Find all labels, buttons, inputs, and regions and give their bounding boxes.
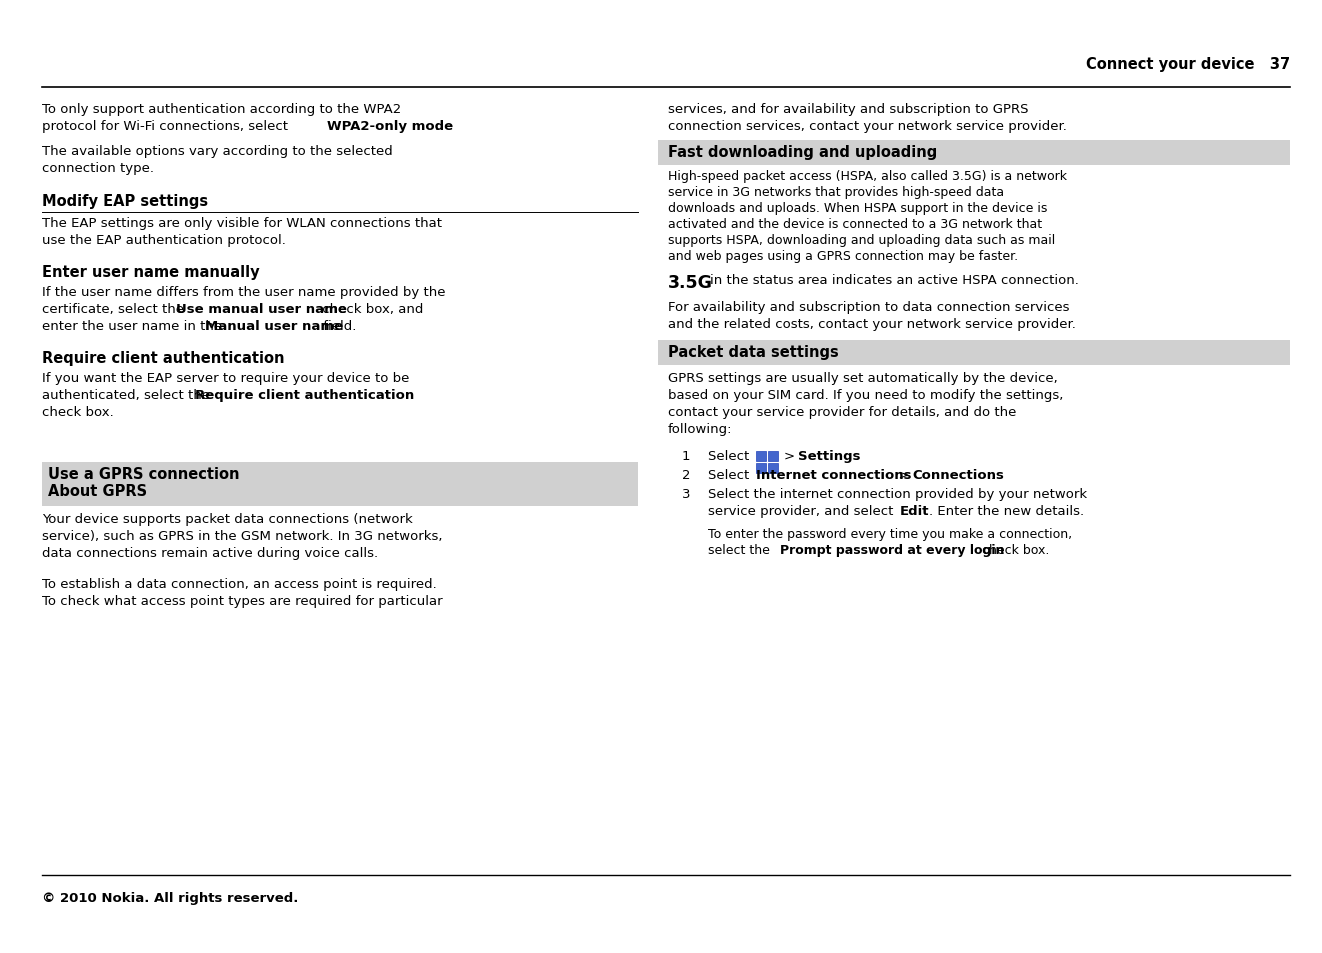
- Text: Connect your device   37: Connect your device 37: [1085, 57, 1290, 71]
- Text: select the: select the: [709, 543, 773, 557]
- Text: check box.: check box.: [42, 406, 114, 418]
- Text: 1: 1: [682, 450, 690, 462]
- Text: Settings: Settings: [798, 450, 861, 462]
- Text: The EAP settings are only visible for WLAN connections that: The EAP settings are only visible for WL…: [42, 216, 442, 230]
- Text: and web pages using a GPRS connection may be faster.: and web pages using a GPRS connection ma…: [668, 250, 1018, 263]
- Text: .: .: [855, 450, 859, 462]
- Text: services, and for availability and subscription to GPRS: services, and for availability and subsc…: [668, 103, 1029, 116]
- Text: WPA2-only mode: WPA2-only mode: [327, 120, 453, 132]
- Text: .: .: [435, 120, 439, 132]
- Text: Connections: Connections: [912, 469, 1003, 481]
- Text: Your device supports packet data connections (network: Your device supports packet data connect…: [42, 513, 412, 525]
- Text: >: >: [784, 450, 800, 462]
- Text: The available options vary according to the selected: The available options vary according to …: [42, 145, 393, 158]
- Text: Use manual user name: Use manual user name: [176, 303, 346, 315]
- Text: For availability and subscription to data connection services: For availability and subscription to dat…: [668, 301, 1069, 314]
- Text: . Enter the new details.: . Enter the new details.: [929, 504, 1084, 517]
- Text: activated and the device is connected to a 3G network that: activated and the device is connected to…: [668, 218, 1042, 231]
- Text: service), such as GPRS in the GSM network. In 3G networks,: service), such as GPRS in the GSM networ…: [42, 530, 443, 542]
- Text: supports HSPA, downloading and uploading data such as mail: supports HSPA, downloading and uploading…: [668, 233, 1055, 247]
- Text: To only support authentication according to the WPA2: To only support authentication according…: [42, 103, 402, 116]
- Text: Enter user name manually: Enter user name manually: [42, 265, 259, 280]
- Bar: [658, 340, 1290, 366]
- Text: GPRS settings are usually set automatically by the device,: GPRS settings are usually set automatica…: [668, 372, 1058, 385]
- Text: use the EAP authentication protocol.: use the EAP authentication protocol.: [42, 233, 286, 247]
- Text: To check what access point types are required for particular: To check what access point types are req…: [42, 595, 443, 607]
- Text: certificate, select the: certificate, select the: [42, 303, 188, 315]
- Text: contact your service provider for details, and do the: contact your service provider for detail…: [668, 406, 1017, 418]
- Text: Use a GPRS connection: Use a GPRS connection: [48, 467, 239, 481]
- Text: To enter the password every time you make a connection,: To enter the password every time you mak…: [709, 527, 1072, 540]
- Text: check box, and: check box, and: [319, 303, 423, 315]
- Text: Select: Select: [709, 450, 754, 462]
- Text: Require client authentication: Require client authentication: [42, 351, 284, 366]
- Text: in the status area indicates an active HSPA connection.: in the status area indicates an active H…: [710, 274, 1079, 287]
- Text: and the related costs, contact your network service provider.: and the related costs, contact your netw…: [668, 317, 1076, 331]
- Text: protocol for Wi-Fi connections, select: protocol for Wi-Fi connections, select: [42, 120, 292, 132]
- Text: >: >: [890, 469, 910, 481]
- Text: data connections remain active during voice calls.: data connections remain active during vo…: [42, 546, 378, 559]
- Text: High-speed packet access (HSPA, also called 3.5G) is a network: High-speed packet access (HSPA, also cal…: [668, 170, 1067, 183]
- Text: service in 3G networks that provides high-speed data: service in 3G networks that provides hig…: [668, 186, 1005, 199]
- Text: downloads and uploads. When HSPA support in the device is: downloads and uploads. When HSPA support…: [668, 202, 1047, 214]
- Text: If the user name differs from the user name provided by the: If the user name differs from the user n…: [42, 286, 446, 298]
- Text: © 2010 Nokia. All rights reserved.: © 2010 Nokia. All rights reserved.: [42, 891, 299, 904]
- Text: based on your SIM card. If you need to modify the settings,: based on your SIM card. If you need to m…: [668, 389, 1063, 401]
- Bar: [768, 463, 779, 474]
- Text: service provider, and select: service provider, and select: [709, 504, 898, 517]
- Text: Select the internet connection provided by your network: Select the internet connection provided …: [709, 488, 1087, 500]
- Text: 2: 2: [682, 469, 690, 481]
- Text: 3: 3: [682, 488, 690, 500]
- Text: following:: following:: [668, 422, 732, 436]
- Text: enter the user name in the: enter the user name in the: [42, 319, 226, 333]
- Text: .: .: [992, 469, 995, 481]
- Text: Prompt password at every login: Prompt password at every login: [780, 543, 1005, 557]
- Text: authenticated, select the: authenticated, select the: [42, 389, 214, 401]
- Text: check box.: check box.: [978, 543, 1050, 557]
- Text: Internet connections: Internet connections: [756, 469, 911, 481]
- Text: Fast downloading and uploading: Fast downloading and uploading: [668, 145, 937, 160]
- Bar: [658, 141, 1290, 166]
- Text: If you want the EAP server to require your device to be: If you want the EAP server to require yo…: [42, 372, 410, 385]
- Text: Require client authentication: Require client authentication: [196, 389, 414, 401]
- Text: 3.5G: 3.5G: [668, 274, 713, 292]
- Bar: [768, 452, 779, 461]
- Text: connection services, contact your network service provider.: connection services, contact your networ…: [668, 120, 1067, 132]
- Bar: [756, 452, 765, 461]
- Text: To establish a data connection, an access point is required.: To establish a data connection, an acces…: [42, 578, 436, 590]
- Text: Packet data settings: Packet data settings: [668, 345, 838, 359]
- Text: field.: field.: [319, 319, 357, 333]
- Text: Manual user name: Manual user name: [205, 319, 344, 333]
- Text: Select: Select: [709, 469, 754, 481]
- Text: About GPRS: About GPRS: [48, 483, 147, 498]
- Text: Edit: Edit: [900, 504, 929, 517]
- Bar: [42, 462, 639, 506]
- Bar: [756, 463, 765, 474]
- Text: Modify EAP settings: Modify EAP settings: [42, 193, 208, 209]
- Text: connection type.: connection type.: [42, 162, 153, 174]
